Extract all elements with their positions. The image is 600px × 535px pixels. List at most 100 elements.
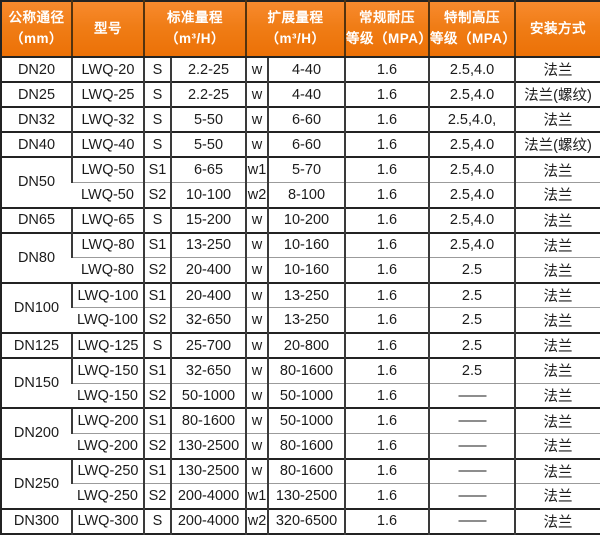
cell-ext-range: 20-800 xyxy=(267,332,345,359)
cell-std-range: 20-400 xyxy=(170,281,246,308)
cell-install: 法兰 xyxy=(514,281,600,308)
cell-model: LWQ-150 xyxy=(72,382,144,409)
cell-std-range: 20-400 xyxy=(170,257,246,283)
cell-special-pressure: 2.5 xyxy=(428,332,515,359)
table-row: DN50 LWQ-50 S1 6-65 w1 5-70 1.6 2.5,4.0 … xyxy=(1,156,600,208)
cell-regular-pressure: 1.6 xyxy=(344,457,429,484)
header-install: 安装方式 xyxy=(514,1,600,58)
cell-dn: DN250 xyxy=(1,457,72,509)
table-row: DN65 LWQ-65 S 15-200 w 10-200 1.6 2.5,4.… xyxy=(1,206,600,233)
cell-std-code: S1 xyxy=(143,407,171,434)
cell-std-range: 25-700 xyxy=(170,332,246,359)
cell-model: LWQ-100 xyxy=(71,281,144,308)
cell-ext-range: 320-6500 xyxy=(267,507,345,534)
header-special-pressure: 特制高压 等级（MPA） xyxy=(428,1,516,58)
cell-dn: DN20 xyxy=(1,55,72,83)
cell-ext-code: w1 xyxy=(245,156,268,183)
cell-regular-pressure: 1.6 xyxy=(344,307,429,334)
cell-regular-pressure: 1.6 xyxy=(344,181,429,208)
cell-dn: DN32 xyxy=(1,106,72,133)
cell-ext-code: w xyxy=(245,307,268,334)
cell-ext-range: 130-2500 xyxy=(267,483,345,509)
cell-special-pressure: —— xyxy=(428,382,515,409)
cell-ext-code: w2 xyxy=(245,181,268,208)
cell-std-code: S xyxy=(143,131,171,158)
cell-dn: DN100 xyxy=(1,281,72,334)
cell-install: 法兰(螺纹) xyxy=(514,131,600,158)
cell-ext-code: w xyxy=(245,206,268,233)
cell-special-pressure: 2.5,4.0 xyxy=(428,231,515,258)
cell-ext-range: 5-70 xyxy=(267,156,345,183)
cell-special-pressure: 2.5,4.0 xyxy=(428,206,515,233)
cell-model: LWQ-20 xyxy=(71,55,144,83)
cell-ext-range: 4-40 xyxy=(267,55,345,83)
cell-regular-pressure: 1.6 xyxy=(344,257,429,283)
cell-ext-code: w xyxy=(245,357,268,384)
cell-regular-pressure: 1.6 xyxy=(344,407,429,434)
cell-std-range: 32-650 xyxy=(170,307,246,334)
cell-regular-pressure: 1.6 xyxy=(344,332,429,359)
cell-std-code: S1 xyxy=(143,357,171,384)
cell-model: LWQ-300 xyxy=(71,507,144,534)
cell-model: LWQ-65 xyxy=(71,206,144,233)
cell-std-range: 6-65 xyxy=(170,156,246,183)
cell-special-pressure: 2.5 xyxy=(428,257,515,283)
cell-special-pressure: 2.5 xyxy=(428,307,515,334)
cell-model: LWQ-80 xyxy=(72,257,144,283)
cell-regular-pressure: 1.6 xyxy=(344,507,429,534)
cell-std-range: 50-1000 xyxy=(170,382,246,409)
cell-ext-code: w xyxy=(245,81,268,108)
cell-ext-range: 8-100 xyxy=(267,181,345,208)
cell-install: 法兰 xyxy=(514,332,600,359)
cell-ext-code: w xyxy=(245,131,268,158)
cell-model: LWQ-40 xyxy=(71,131,144,158)
cell-install: 法兰(螺纹) xyxy=(514,81,600,108)
cell-regular-pressure: 1.6 xyxy=(344,357,429,384)
cell-std-range: 10-100 xyxy=(170,181,246,208)
cell-std-code: S1 xyxy=(143,457,171,484)
cell-install: 法兰 xyxy=(514,55,600,83)
cell-model: LWQ-25 xyxy=(71,81,144,108)
cell-model: LWQ-200 xyxy=(71,407,144,434)
cell-model: LWQ-150 xyxy=(71,357,144,384)
cell-install: 法兰 xyxy=(514,382,600,409)
cell-install: 法兰 xyxy=(514,106,600,133)
cell-install: 法兰 xyxy=(514,156,600,183)
cell-ext-code: w xyxy=(245,257,268,283)
cell-dn: DN65 xyxy=(1,206,72,233)
cell-ext-code: w xyxy=(245,106,268,133)
header-model: 型号 xyxy=(71,1,144,58)
cell-ext-range: 80-1600 xyxy=(267,357,345,384)
table-row: LWQ-80 S2 20-400 w 10-160 1.6 2.5 法兰 xyxy=(1,257,600,283)
cell-std-range: 80-1600 xyxy=(170,407,246,434)
cell-dn: DN200 xyxy=(1,407,72,459)
cell-std-code: S xyxy=(143,55,171,83)
cell-install: 法兰 xyxy=(514,483,600,509)
cell-special-pressure: —— xyxy=(428,457,515,484)
cell-regular-pressure: 1.6 xyxy=(344,81,429,108)
cell-std-code: S xyxy=(143,106,171,133)
cell-regular-pressure: 1.6 xyxy=(344,55,429,83)
cell-std-code: S xyxy=(143,206,171,233)
cell-model: LWQ-100 xyxy=(72,307,144,334)
cell-std-range: 15-200 xyxy=(170,206,246,233)
cell-special-pressure: —— xyxy=(428,483,515,509)
cell-model: LWQ-250 xyxy=(71,457,144,484)
cell-special-pressure: 2.5,4.0, xyxy=(428,106,515,133)
table-row: DN125 LWQ-125 S 25-700 w 20-800 1.6 2.5 … xyxy=(1,332,600,359)
table-row: DN40 LWQ-40 S 5-50 w 6-60 1.6 2.5,4.0 法兰… xyxy=(1,131,600,158)
cell-ext-range: 13-250 xyxy=(267,307,345,334)
cell-special-pressure: 2.5 xyxy=(428,281,515,308)
cell-std-code: S xyxy=(143,332,171,359)
cell-install: 法兰 xyxy=(514,181,600,208)
cell-std-code: S1 xyxy=(143,231,171,258)
cell-regular-pressure: 1.6 xyxy=(344,231,429,258)
cell-ext-range: 13-250 xyxy=(267,281,345,308)
cell-std-code: S xyxy=(143,507,171,534)
cell-special-pressure: 2.5,4.0 xyxy=(428,181,515,208)
header-diameter: 公称通径 （mm） xyxy=(1,1,72,58)
table-row: LWQ-200 S2 130-2500 w 80-1600 1.6 —— 法兰 xyxy=(1,432,600,459)
cell-special-pressure: —— xyxy=(428,507,515,534)
table-row: DN250 LWQ-250 S1 130-2500 w 80-1600 1.6 … xyxy=(1,457,600,509)
